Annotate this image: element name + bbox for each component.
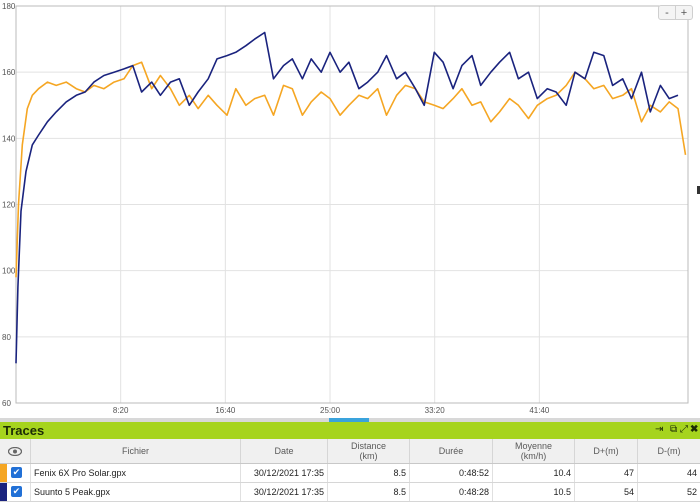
y-tick-label: 60	[2, 399, 11, 408]
y-tick-label: 140	[2, 134, 16, 143]
series-line	[15, 61, 687, 278]
cell-duration: 0:48:28	[409, 483, 492, 501]
traces-header: Traces ⇥ ⧉ ⤢ ✖	[0, 422, 700, 439]
eye-icon[interactable]	[0, 439, 30, 463]
zoom-out-button[interactable]: -	[658, 5, 676, 20]
cell-d-plus: 47	[574, 464, 637, 482]
table-row[interactable]: ✔ Fenix 6X Pro Solar.gpx 30/12/2021 17:3…	[0, 464, 700, 483]
y-tick-label: 160	[2, 68, 16, 77]
cell-distance: 8.5	[327, 483, 409, 501]
col-date[interactable]: Date	[240, 439, 327, 463]
panel-splitter[interactable]	[0, 418, 700, 422]
cell-d-minus: 52	[637, 483, 700, 501]
y-tick-label: 180	[2, 2, 16, 11]
traces-panel: Traces ⇥ ⧉ ⤢ ✖ Fichier Date Distance (km…	[0, 422, 700, 502]
col-average-unit: (km/h)	[520, 451, 547, 461]
side-handle[interactable]	[697, 186, 700, 194]
close-icon[interactable]: ✖	[690, 424, 699, 435]
cell-d-minus: 44	[637, 464, 700, 482]
cell-d-plus: 54	[574, 483, 637, 501]
x-tick-label: 25:00	[320, 406, 341, 415]
col-duration[interactable]: Durée	[409, 439, 492, 463]
maximize-icon[interactable]: ⤢	[680, 424, 688, 435]
trace-visible-checkbox[interactable]: ✔	[11, 467, 22, 478]
x-tick-label: 33:20	[425, 406, 446, 415]
trace-color-swatch	[0, 464, 7, 482]
trace-color-swatch	[0, 483, 7, 501]
col-average-label: Moyenne	[514, 441, 553, 451]
traces-title: Traces	[3, 423, 45, 438]
col-d-minus[interactable]: D-(m)	[637, 439, 700, 463]
col-average[interactable]: Moyenne (km/h)	[492, 439, 574, 463]
heart-rate-chart[interactable]: 60 80 100 120 140 160 180 8:20 16:40 25:00 33:20 41…	[0, 0, 700, 420]
splitter-grip[interactable]	[329, 418, 369, 422]
plot-frame	[15, 5, 689, 404]
traces-table: Fichier Date Distance (km) Durée Moyenne…	[0, 439, 700, 502]
x-tick-label: 8:20	[113, 406, 129, 415]
col-file[interactable]: Fichier	[30, 439, 240, 463]
cell-average: 10.4	[492, 464, 574, 482]
x-tick-label: 16:40	[215, 406, 236, 415]
table-row[interactable]: ✔ Suunto 5 Peak.gpx 30/12/2021 17:35 8.5…	[0, 483, 700, 502]
table-header: Fichier Date Distance (km) Durée Moyenne…	[0, 439, 700, 464]
cell-distance: 8.5	[327, 464, 409, 482]
zoom-in-button[interactable]: +	[675, 5, 693, 20]
series-line	[15, 31, 679, 364]
chart-svg: 60 80 100 120 140 160 180 8:20 16:40 25:00 33:20 41…	[2, 2, 689, 415]
cell-duration: 0:48:52	[409, 464, 492, 482]
cell-date: 30/12/2021 17:35	[240, 483, 327, 501]
y-tick-label: 100	[2, 267, 16, 276]
col-distance-label: Distance	[350, 441, 386, 451]
y-tick-label: 120	[2, 201, 16, 210]
pin-icon[interactable]: ⇥	[655, 424, 664, 435]
col-distance[interactable]: Distance (km)	[327, 439, 409, 463]
cell-file: Suunto 5 Peak.gpx	[30, 483, 240, 501]
cell-date: 30/12/2021 17:35	[240, 464, 327, 482]
cell-average: 10.5	[492, 483, 574, 501]
col-distance-unit: (km)	[359, 451, 378, 461]
col-d-plus[interactable]: D+(m)	[574, 439, 637, 463]
x-tick-label: 41:40	[529, 406, 550, 415]
restore-icon[interactable]: ⧉	[670, 424, 678, 435]
y-tick-label: 80	[2, 333, 11, 342]
trace-visible-checkbox[interactable]: ✔	[11, 486, 22, 497]
cell-file: Fenix 6X Pro Solar.gpx	[30, 464, 240, 482]
